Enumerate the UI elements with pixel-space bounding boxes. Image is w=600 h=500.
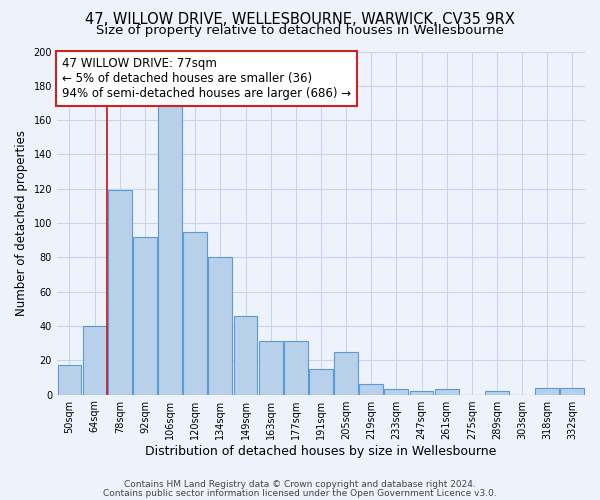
Bar <box>58 366 82 394</box>
Bar <box>435 390 458 394</box>
Bar <box>560 388 584 394</box>
Bar <box>108 190 132 394</box>
Bar <box>334 352 358 395</box>
Y-axis label: Number of detached properties: Number of detached properties <box>15 130 28 316</box>
Bar <box>83 326 107 394</box>
Bar <box>233 316 257 394</box>
Bar <box>259 342 283 394</box>
Bar <box>284 342 308 394</box>
Bar <box>208 258 232 394</box>
Bar <box>158 106 182 395</box>
Text: 47, WILLOW DRIVE, WELLESBOURNE, WARWICK, CV35 9RX: 47, WILLOW DRIVE, WELLESBOURNE, WARWICK,… <box>85 12 515 28</box>
Bar <box>385 390 409 394</box>
Bar <box>410 391 433 394</box>
Bar <box>485 391 509 394</box>
X-axis label: Distribution of detached houses by size in Wellesbourne: Distribution of detached houses by size … <box>145 444 497 458</box>
Text: Size of property relative to detached houses in Wellesbourne: Size of property relative to detached ho… <box>96 24 504 37</box>
Text: Contains public sector information licensed under the Open Government Licence v3: Contains public sector information licen… <box>103 488 497 498</box>
Text: 47 WILLOW DRIVE: 77sqm
← 5% of detached houses are smaller (36)
94% of semi-deta: 47 WILLOW DRIVE: 77sqm ← 5% of detached … <box>62 56 352 100</box>
Text: Contains HM Land Registry data © Crown copyright and database right 2024.: Contains HM Land Registry data © Crown c… <box>124 480 476 489</box>
Bar <box>309 369 333 394</box>
Bar <box>359 384 383 394</box>
Bar <box>535 388 559 394</box>
Bar <box>133 237 157 394</box>
Bar <box>183 232 207 394</box>
